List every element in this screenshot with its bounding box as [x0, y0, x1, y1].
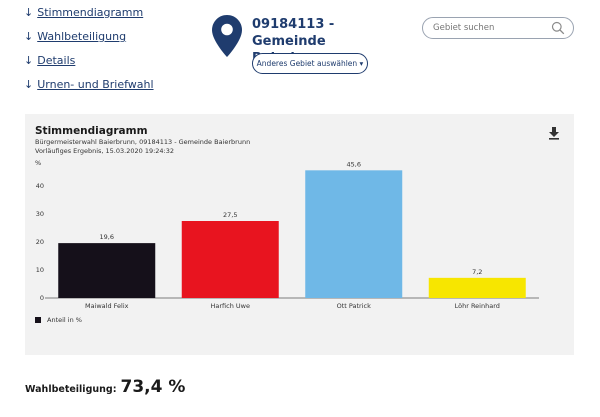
arrow-down-icon: ↓ [24, 54, 34, 67]
nav-link-label: Urnen- und Briefwahl [37, 78, 154, 91]
turnout-label: Wahlbeteiligung: [25, 384, 117, 395]
search-input[interactable] [433, 21, 543, 35]
location-pin-icon [212, 15, 242, 57]
region-search [422, 17, 574, 39]
nav-link-label: Wahlbeteiligung [37, 30, 127, 43]
search-icon[interactable] [551, 21, 565, 35]
bar-value-label: 45,6 [347, 160, 361, 168]
chart-legend: Anteil in % [35, 316, 82, 324]
x-tick-label: Ott Patrick [337, 302, 371, 310]
chart-panel: Stimmendiagramm Bürgermeisterwahl Baierb… [25, 114, 574, 355]
nav-link-stimmendiagramm[interactable]: ↓ Stimmendiagramm [24, 6, 154, 20]
y-tick-label: 20 [36, 238, 44, 246]
arrow-down-icon: ↓ [24, 6, 34, 19]
x-tick-label: Maiwald Felix [85, 302, 129, 310]
chart-status: Vorläufiges Ergebnis, 15.03.2020 19:24:3… [35, 147, 175, 155]
y-tick-label: 0 [40, 294, 44, 302]
turnout-value: 73,4 % [120, 377, 186, 397]
x-tick-label: Löhr Reinhard [455, 302, 500, 310]
chart-subtitle: Bürgermeisterwahl Baierbrunn, 09184113 -… [35, 138, 251, 146]
legend-label: Anteil in % [47, 316, 82, 324]
bar-value-label: 27,5 [223, 211, 237, 219]
y-axis-unit: % [35, 159, 41, 167]
bar-value-label: 19,6 [100, 233, 114, 241]
bar [428, 277, 526, 298]
x-tick-label: Harfich Uwe [211, 302, 250, 310]
nav-link-urnen-briefwahl[interactable]: ↓ Urnen- und Briefwahl [24, 78, 154, 92]
download-icon[interactable] [548, 126, 560, 140]
chart-title: Stimmendiagramm [35, 125, 148, 137]
nav-link-wahlbeteiligung[interactable]: ↓ Wahlbeteiligung [24, 30, 154, 44]
arrow-down-icon: ↓ [24, 30, 34, 43]
bar-chart: % 0 10 20 30 40 19,6 Maiwald Felix 27,5 Harfich U… [35, 159, 539, 310]
y-tick-label: 30 [36, 210, 44, 218]
y-tick-label: 40 [36, 182, 44, 190]
change-region-button[interactable]: Anderes Gebiet auswählen ▾ [252, 53, 368, 74]
bar [305, 170, 403, 298]
turnout-summary: Wahlbeteiligung: 73,4 % [25, 377, 185, 397]
legend-swatch [35, 317, 41, 323]
nav-link-details[interactable]: ↓ Details [24, 54, 154, 68]
bar-value-label: 7,2 [472, 268, 482, 276]
nav-link-label: Details [37, 54, 76, 67]
arrow-down-icon: ↓ [24, 78, 34, 91]
bar [181, 221, 279, 298]
anchor-nav: ↓ Stimmendiagramm ↓ Wahlbeteiligung ↓ Detai… [24, 6, 154, 102]
bar [58, 243, 156, 298]
y-tick-label: 10 [36, 266, 44, 274]
nav-link-label: Stimmendiagramm [37, 6, 144, 19]
